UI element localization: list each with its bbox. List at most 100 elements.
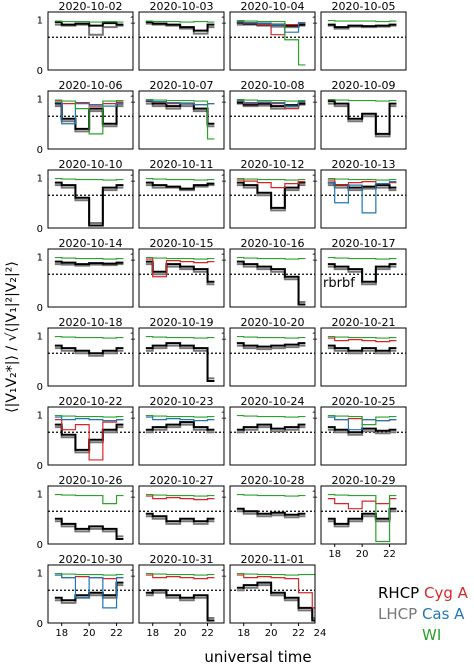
legend-cas: Cas A	[421, 605, 465, 623]
panel-frame	[320, 327, 407, 387]
y-tick-label: 0	[37, 619, 43, 630]
panel-2020-10-18: 2020-10-18 1 0	[37, 316, 134, 393]
y-tick-label: 1	[221, 95, 227, 106]
series-green	[327, 414, 397, 426]
y-tick-label: 0	[37, 382, 43, 393]
panel-2020-10-05: 2020-10-05 1	[312, 0, 407, 71]
panel-frame	[229, 169, 316, 229]
series-red	[327, 498, 397, 510]
panel-frame	[47, 485, 134, 545]
panel-2020-10-06: 2020-10-06 1 0	[37, 79, 134, 156]
panel-frame	[138, 485, 225, 545]
y-tick-label: 1	[37, 490, 43, 501]
y-tick-label: 1	[221, 490, 227, 501]
series-red	[327, 337, 397, 343]
panel-2020-10-07: 2020-10-07 1	[130, 79, 225, 150]
panel-title: 2020-10-16	[241, 237, 305, 250]
panel-2020-10-24: 2020-10-24 1	[221, 395, 316, 466]
x-tick-label: 20	[174, 628, 187, 639]
panel-frame	[229, 90, 316, 150]
y-tick-label: 1	[312, 253, 318, 264]
panel-frame	[138, 11, 225, 71]
legend: RHCP Cyg A LHCP Cas A WI	[378, 583, 468, 646]
panel-2020-10-21: 2020-10-21 1	[312, 316, 407, 387]
panel-title: 2020-10-28	[241, 474, 305, 487]
series-black	[327, 344, 397, 352]
panel-title: 2020-10-13	[332, 158, 396, 171]
x-axis-label: universal time	[204, 648, 311, 666]
panel-2020-10-27: 2020-10-27 1	[130, 474, 225, 545]
panel-frame	[47, 406, 134, 466]
series-black	[145, 342, 215, 382]
series-black	[145, 181, 215, 190]
series-green	[54, 20, 124, 23]
panel-title: 2020-10-07	[150, 79, 214, 92]
series-black	[236, 342, 306, 348]
panel-title: 2020-10-24	[241, 395, 305, 408]
series-green	[236, 414, 306, 418]
x-tick-label: 20	[83, 628, 96, 639]
panel-2020-10-11: 2020-10-11 1	[130, 158, 225, 229]
y-tick-label: 1	[221, 332, 227, 343]
panel-frame	[47, 327, 134, 387]
series-green	[54, 99, 124, 135]
series-green	[145, 177, 215, 181]
panel-frame	[138, 248, 225, 308]
series-black	[327, 263, 397, 283]
panel-frame	[47, 248, 134, 308]
y-tick-label: 1	[130, 411, 136, 422]
series-blue	[54, 574, 124, 609]
y-tick-label: 1	[221, 16, 227, 27]
series-black	[236, 260, 306, 306]
series-gray	[236, 584, 315, 619]
series-gray	[327, 347, 397, 355]
x-tick-label: 22	[383, 549, 396, 560]
panel-title: 2020-10-03	[150, 0, 214, 13]
y-tick-label: 1	[130, 569, 136, 580]
series-green	[54, 335, 124, 339]
panel-2020-10-10: 2020-10-10 1 0	[37, 158, 134, 235]
y-tick-label: 1	[130, 16, 136, 27]
legend-rhcp: RHCP	[378, 584, 420, 602]
series-green	[54, 256, 124, 260]
panel-2020-10-17: 2020-10-17 1 rbrbf	[312, 237, 407, 308]
series-black	[145, 589, 215, 622]
y-tick-label: 0	[37, 461, 43, 472]
y-tick-label: 1	[130, 332, 136, 343]
series-gray	[236, 344, 306, 351]
panel-title: 2020-10-17	[332, 237, 396, 250]
panel-2020-10-25: 2020-10-25 1	[312, 395, 407, 466]
panel-2020-10-03: 2020-10-03 1	[130, 0, 225, 71]
legend-lhcp: LHCP	[378, 605, 418, 623]
panel-title: 2020-10-21	[332, 316, 396, 329]
x-tick-label: 22	[110, 628, 123, 639]
panel-frame	[47, 169, 134, 229]
series-gray	[145, 515, 215, 525]
y-tick-label: 1	[37, 253, 43, 264]
series-blue	[54, 102, 124, 125]
y-tick-label: 1	[312, 174, 318, 185]
series-black	[327, 23, 397, 29]
series-red	[54, 419, 124, 461]
x-tick-label: 22	[201, 628, 214, 639]
series-black	[145, 21, 215, 32]
legend-cyg: Cyg A	[424, 584, 468, 602]
panel-frame	[229, 406, 316, 466]
panel-2020-10-09: 2020-10-09 1	[312, 79, 407, 150]
panel-title: 2020-10-08	[241, 79, 305, 92]
y-tick-label: 1	[130, 174, 136, 185]
y-axis-label: ⟨|V₁V₂*|⟩ / √⟨|V₁|²|V₂|²⟩	[4, 261, 20, 413]
series-blue	[145, 416, 215, 422]
series-green	[145, 335, 215, 339]
panel-frame	[320, 248, 407, 308]
panel-2020-10-22: 2020-10-22 1 0	[37, 395, 134, 472]
panel-2020-10-31: 2020-10-31 1 18 20 22	[130, 553, 225, 639]
panel-frame	[138, 90, 225, 150]
panel-title: 2020-10-31	[150, 553, 214, 566]
panel-frame	[229, 248, 316, 308]
panel-title: 2020-10-19	[150, 316, 214, 329]
series-gray	[145, 344, 215, 380]
panel-2020-10-12: 2020-10-12 1	[221, 158, 316, 229]
series-black	[236, 423, 306, 431]
panel-title: 2020-10-11	[150, 158, 214, 171]
